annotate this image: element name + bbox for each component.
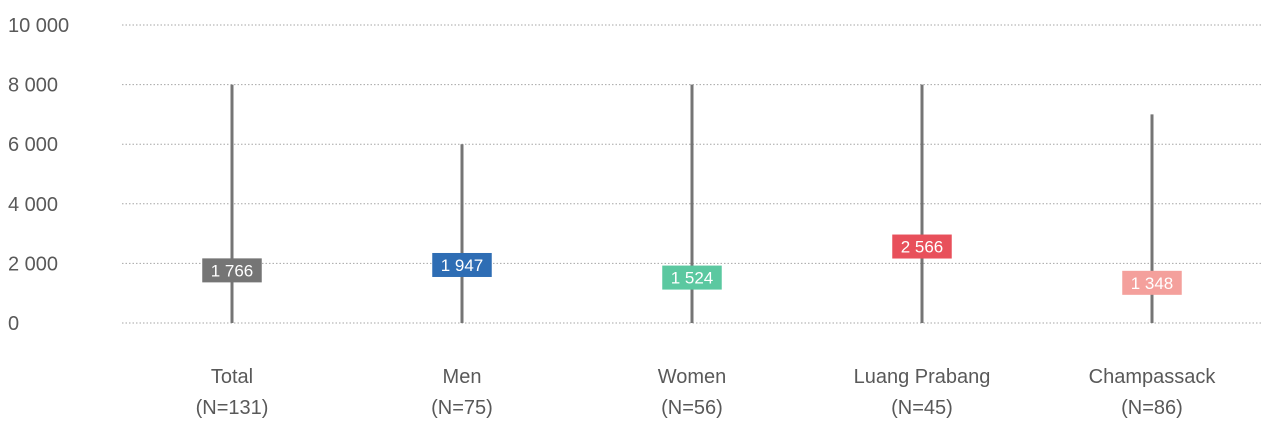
y-tick-label: 2 000 (8, 253, 58, 275)
y-tick-label: 8 000 (8, 75, 58, 97)
data-label-box (432, 252, 492, 277)
category-n-label: (N=56) (661, 397, 723, 419)
data-label: 1 947 (441, 256, 484, 275)
y-axis-tick-labels: 0 2 000 4 000 6 000 8 000 10 000 (8, 15, 69, 335)
category-label: Women (658, 366, 727, 388)
category-n-label: (N=75) (431, 397, 493, 419)
y-tick-label: 0 (8, 313, 19, 335)
data-label: 1 766 (211, 261, 254, 280)
category-n-label: (N=45) (891, 397, 953, 419)
category-labels: Total (N=131) Men (N=75) Women (N=56) Luang Pr… (196, 366, 1217, 419)
data-labels: 1 766 1 947 1 524 2 566 1 348 (202, 234, 1182, 295)
gridlines (122, 24, 1262, 324)
y-tick-label: 6 000 (8, 134, 58, 156)
category-label: Champassack (1089, 366, 1217, 388)
data-label-box (892, 234, 952, 259)
category-n-label: (N=86) (1121, 397, 1183, 419)
y-tick-label: 4 000 (8, 194, 58, 216)
category-label: Luang Prabang (854, 366, 991, 388)
category-label: Men (443, 366, 482, 388)
data-label-box (1122, 270, 1182, 295)
y-tick-label: 10 000 (8, 15, 69, 37)
category-label: Total (211, 366, 253, 388)
data-label-box (202, 258, 262, 283)
data-label: 1 348 (1131, 274, 1174, 293)
data-label: 2 566 (901, 238, 944, 257)
data-label-box (662, 265, 722, 290)
data-label: 1 524 (671, 269, 714, 288)
category-n-label: (N=131) (196, 397, 269, 419)
